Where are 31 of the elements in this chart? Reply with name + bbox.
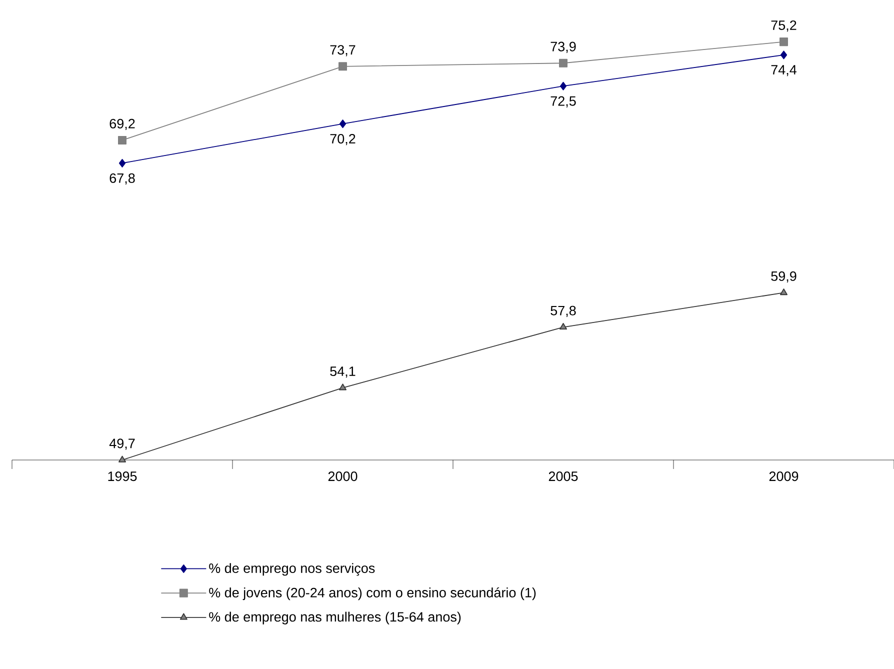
point <box>780 38 788 46</box>
point <box>780 50 788 60</box>
point <box>559 58 568 68</box>
x-tick-label: 2000 <box>328 472 358 482</box>
legend-label: % de emprego nas mulheres (15-64 anos) <box>209 612 461 624</box>
data-label: 57,8 <box>550 306 576 317</box>
point <box>560 82 567 90</box>
point <box>118 158 126 168</box>
data-label: 73,9 <box>550 42 576 53</box>
legend-label: % de emprego nos serviços <box>209 563 375 576</box>
data-label: 75,2 <box>771 20 796 32</box>
data-label: 73,7 <box>330 45 356 56</box>
point <box>118 136 126 144</box>
data-label: 49,7 <box>109 438 135 450</box>
legend-label: % de jovens (20-24 anos) com o ensino secundário (1) <box>209 587 536 600</box>
data-label: 69,2 <box>110 118 135 130</box>
point <box>118 456 126 462</box>
data-label: 54,1 <box>330 366 356 378</box>
x-tick-label: 2005 <box>548 472 578 482</box>
data-label: 70,2 <box>330 134 356 146</box>
point <box>780 288 788 296</box>
data-label: 67,8 <box>110 173 135 185</box>
point <box>338 62 347 71</box>
x-tick-label: 1995 <box>108 472 137 482</box>
point <box>339 120 346 128</box>
point <box>339 384 346 390</box>
data-label: 72,5 <box>550 96 576 108</box>
data-label: 74,4 <box>771 65 796 76</box>
x-tick-label: 2009 <box>769 472 798 482</box>
point <box>560 322 567 330</box>
data-label: 59,9 <box>771 271 796 283</box>
